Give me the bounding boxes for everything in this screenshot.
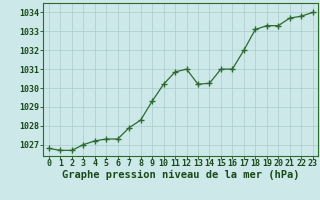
- X-axis label: Graphe pression niveau de la mer (hPa): Graphe pression niveau de la mer (hPa): [62, 170, 300, 180]
